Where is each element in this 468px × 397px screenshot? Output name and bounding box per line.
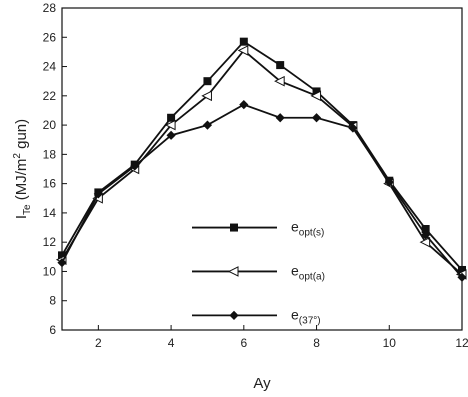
data-point (458, 265, 466, 274)
data-point (130, 161, 140, 171)
y-tick-label: 14 (43, 206, 57, 220)
y-axis: 6 8 10 12 14 16 18 20 22 24 26 28 (43, 1, 67, 337)
y-tick-label: 26 (43, 30, 57, 44)
data-point (237, 45, 249, 56)
legend-item: eopt(s) (192, 219, 324, 239)
y-axis-label-end: gun) (13, 119, 30, 153)
legend-marker (230, 223, 238, 232)
y-tick-label: 16 (43, 177, 57, 191)
data-point (203, 77, 212, 86)
data-point (274, 75, 285, 87)
data-point (421, 230, 431, 240)
series-layer (55, 37, 467, 282)
data-point (419, 236, 431, 248)
legend-label: e(37°) (291, 306, 321, 326)
data-point (166, 130, 176, 140)
data-point (310, 90, 322, 102)
legend-item: e(37°) (192, 306, 321, 326)
data-point (57, 258, 67, 268)
legend-label: eopt(s) (291, 219, 324, 239)
y-axis-label-main: I (13, 215, 30, 219)
data-point (348, 123, 358, 133)
data-point (384, 177, 394, 187)
series-1 (58, 37, 466, 274)
y-axis-label-sup: 2 (12, 153, 23, 159)
x-tick-label: 8 (313, 336, 320, 350)
plot-frame (61, 7, 463, 331)
data-point (93, 189, 103, 199)
y-tick-label: 8 (49, 294, 56, 308)
legend: eopt(s)eopt(a)e(37°) (192, 219, 325, 326)
legend-label-sub: (37°) (299, 315, 321, 326)
y-tick-label: 18 (43, 147, 57, 161)
y-tick-label: 20 (43, 118, 57, 132)
data-point (276, 61, 285, 70)
data-point (275, 113, 285, 123)
legend-label-main: e (291, 219, 299, 235)
y-tick-label: 22 (43, 89, 57, 103)
x-tick-label: 6 (240, 336, 247, 350)
y-tick-label: 6 (49, 323, 56, 337)
data-point (202, 120, 213, 130)
legend-label-main: e (291, 262, 299, 278)
x-tick-label: 2 (95, 336, 102, 350)
y-axis-label-rest: (MJ/m (13, 159, 30, 205)
series-line (61, 103, 463, 278)
y-tick-label: 10 (43, 264, 57, 278)
legend-label-main: e (291, 306, 299, 322)
series-2 (55, 45, 467, 280)
x-tick-label: 10 (383, 336, 397, 350)
data-point (201, 90, 212, 102)
y-tick-label: 28 (43, 1, 57, 15)
legend-label: eopt(a) (291, 262, 325, 282)
data-point (312, 87, 321, 96)
data-point (164, 119, 176, 131)
legend-label-sub: opt(a) (299, 271, 325, 282)
x-axis: 2 4 6 8 10 12 (95, 325, 468, 350)
data-point (58, 251, 66, 260)
data-point (311, 113, 322, 123)
data-point (239, 100, 249, 110)
y-tick-label: 12 (43, 235, 57, 249)
data-point (457, 272, 467, 282)
data-point (421, 225, 430, 234)
y-tick-label: 24 (43, 60, 57, 74)
legend-label-sub: opt(s) (299, 228, 325, 239)
series-line (61, 49, 463, 276)
legend-marker (227, 266, 239, 277)
legend-marker (229, 310, 239, 320)
series-line (61, 40, 463, 271)
y-axis-label-sub: Te (22, 204, 33, 215)
y-axis-label: ITe (MJ/m2 gun) (12, 119, 33, 219)
x-tick-label: 4 (168, 336, 175, 350)
data-point (167, 113, 176, 122)
x-tick-label: 12 (455, 336, 468, 350)
series-3 (57, 100, 467, 282)
x-axis-label: Ay (253, 375, 271, 392)
legend-item: eopt(a) (192, 262, 325, 282)
data-point (239, 37, 248, 46)
